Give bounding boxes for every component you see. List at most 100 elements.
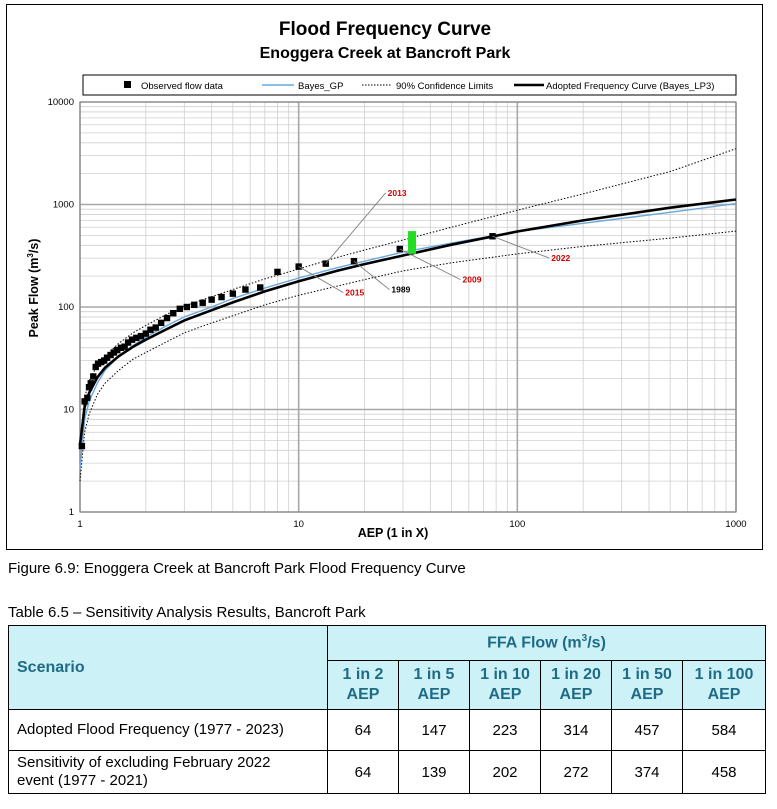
- observed-point: [142, 330, 150, 337]
- observed-point: [117, 344, 125, 351]
- upper-confidence-limit-line: [79, 148, 737, 443]
- observed-point: [274, 268, 281, 276]
- observed-point: [152, 324, 159, 331]
- observed-point: [103, 354, 111, 361]
- table-row: Sensitivity of excluding February 2022 ev…: [8, 750, 767, 794]
- table-header-row: Scenario FFA Flow (m3/s): [8, 625, 767, 710]
- table-cell: 584: [681, 709, 767, 751]
- row-label-adopted: Adopted Flood Frequency (1977 - 2023): [8, 709, 328, 751]
- observed-point: [121, 343, 128, 350]
- col-header-1in50: 1 in 50 AEP: [611, 660, 683, 710]
- sensitivity-results-table: Scenario FFA Flow (m3/s) 1 in 2 AEP 1 in …: [8, 625, 767, 794]
- observed-point: [107, 351, 114, 359]
- observed-point: [163, 314, 171, 322]
- highlight-bar: [408, 231, 417, 254]
- table-cell: 202: [469, 750, 541, 794]
- col-header-1in2: 1 in 2 AEP: [327, 660, 399, 710]
- table-cell: 147: [398, 709, 470, 751]
- annotation-label: 2022: [551, 253, 570, 263]
- legend-label-observed: Observed flow data: [141, 81, 224, 92]
- legend-label-confidence: 90% Confidence Limits: [396, 81, 493, 92]
- observed-point: [87, 380, 94, 387]
- observed-point: [78, 442, 86, 450]
- legend-marker-observed: [124, 81, 131, 88]
- annotation-leader-line: [353, 260, 390, 290]
- flood-frequency-chart: Flood Frequency Curve Enoggera Creek at …: [6, 4, 763, 550]
- plot-border: [79, 101, 737, 513]
- observed-point: [110, 349, 118, 356]
- annotation-leader-line: [492, 235, 550, 259]
- table-cell: 223: [469, 709, 541, 751]
- col-header-1in100: 1 in 100 AEP: [681, 660, 767, 710]
- row-label-sensitivity: Sensitivity of excluding February 2022 ev…: [8, 750, 328, 794]
- observed-point: [199, 299, 206, 306]
- annotation-leader-line: [298, 266, 344, 294]
- observed-point: [208, 296, 215, 303]
- annotation-leader-line: [325, 192, 387, 264]
- observed-point: [85, 384, 93, 391]
- table-cell: 314: [540, 709, 612, 751]
- chart-subtitle: Enoggera Creek at Bancroft Park: [260, 45, 511, 62]
- table-caption: Table 6.5 – Sensitivity Analysis Results…: [8, 604, 366, 621]
- figure-caption: Figure 6.9: Enoggera Creek at Bancroft P…: [8, 560, 466, 577]
- observed-point: [147, 326, 154, 333]
- col-header-1in10: 1 in 10 AEP: [469, 660, 541, 710]
- table-cell: 139: [398, 750, 470, 794]
- col-header-1in20: 1 in 20 AEP: [540, 660, 612, 710]
- chart-title: Flood Frequency Curve: [279, 19, 491, 40]
- table-cell: 374: [611, 750, 683, 794]
- chart-legend: Observed flow data Bayes_GP 90% Confiden…: [82, 74, 737, 96]
- table-cell: 458: [681, 750, 767, 794]
- scenario-header: Scenario: [8, 625, 328, 710]
- x-tick-label: 1000: [725, 519, 746, 530]
- lower-confidence-limit-line: [79, 230, 737, 482]
- chart-canvas: Flood Frequency Curve Enoggera Creek at …: [26, 19, 747, 540]
- observed-point: [242, 286, 249, 293]
- observed-point: [176, 305, 183, 313]
- observed-point: [84, 394, 91, 402]
- observed-point: [191, 301, 198, 309]
- observed-point: [81, 398, 88, 405]
- observed-point: [218, 293, 225, 301]
- legend-label-bayes-gp: Bayes_GP: [298, 81, 343, 92]
- observed-point: [128, 336, 136, 343]
- ffa-flow-header: FFA Flow (m3/s): [326, 625, 767, 661]
- chart-annotations: 2013 2015 1989 2009 2022: [298, 188, 570, 298]
- col-header-1in5: 1 in 5 AEP: [398, 660, 470, 710]
- observed-point: [137, 332, 145, 340]
- table-row: Adopted Flood Frequency (1977 - 2023) 64…: [8, 709, 767, 751]
- annotation-label: 2013: [388, 188, 407, 198]
- table-cell: 64: [327, 750, 399, 794]
- observed-point: [183, 303, 191, 311]
- x-tick-label: 10: [293, 519, 304, 530]
- chart-series: [78, 148, 737, 482]
- y-tick-label: 10000: [48, 97, 74, 108]
- observed-point: [90, 373, 97, 380]
- x-axis-label: AEP (1 in X): [358, 526, 429, 540]
- x-tick-label: 1: [77, 519, 82, 530]
- y-tick-label: 100: [58, 302, 74, 313]
- observed-point: [133, 334, 140, 342]
- chart-axes: 1 10 100 1000 1 10 100 1000 10000: [48, 97, 747, 530]
- observed-point: [229, 290, 237, 297]
- legend-label-adopted: Adopted Frequency Curve (Bayes_LP3): [546, 81, 714, 92]
- y-tick-label: 1000: [53, 200, 74, 211]
- observed-point: [257, 284, 264, 291]
- annotation-leader-line: [399, 248, 461, 281]
- annotation-label: 1989: [391, 285, 410, 295]
- table-cell: 457: [611, 709, 683, 751]
- y-tick-label: 10: [63, 405, 74, 416]
- table-cell: 64: [327, 709, 399, 751]
- observed-point: [124, 339, 132, 346]
- annotation-label: 2009: [463, 275, 482, 285]
- annotation-label: 2015: [345, 288, 364, 298]
- table-subheader-row: 1 in 2 AEP 1 in 5 AEP 1 in 10 AEP 1 in 20 AE…: [9, 660, 767, 710]
- observed-point: [92, 363, 99, 371]
- table-cell: 272: [540, 750, 612, 794]
- legend-box: [82, 74, 737, 96]
- observed-point: [170, 309, 177, 317]
- y-axis-label: Peak Flow (m3/s): [26, 239, 41, 338]
- y-tick-label: 1: [69, 507, 74, 518]
- x-tick-label: 100: [509, 519, 525, 530]
- adopted-frequency-curve-line: [78, 198, 737, 446]
